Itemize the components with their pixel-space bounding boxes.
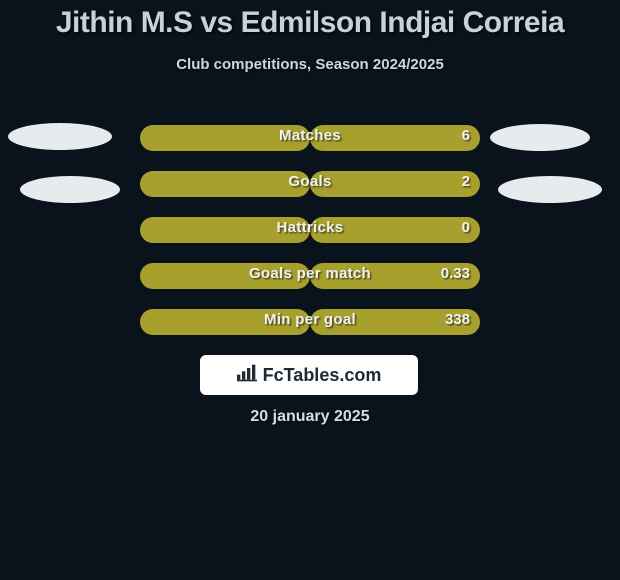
avatar-placeholder (498, 176, 602, 203)
badge-text: FcTables.com (263, 365, 382, 386)
stat-label: Min per goal (0, 311, 620, 328)
source-badge[interactable]: FcTables.com (200, 355, 418, 395)
stat-row: Hattricks0 (0, 207, 620, 253)
avatar-placeholder (8, 123, 112, 150)
stat-value-right: 338 (445, 311, 470, 328)
page-title: Jithin M.S vs Edmilson Indjai Correia (0, 0, 620, 40)
stat-row: Goals per match0.33 (0, 253, 620, 299)
stat-value-right: 0.33 (441, 265, 470, 282)
subtitle: Club competitions, Season 2024/2025 (0, 56, 620, 73)
stat-value-right: 0 (462, 219, 470, 236)
stat-value-right: 2 (462, 173, 470, 190)
date-text: 20 january 2025 (0, 408, 620, 426)
avatar-placeholder (20, 176, 120, 203)
stat-label: Hattricks (0, 219, 620, 236)
stat-value-right: 6 (462, 127, 470, 144)
stat-row: Min per goal338 (0, 299, 620, 345)
chart-icon (237, 364, 257, 387)
stat-label: Goals per match (0, 265, 620, 282)
avatar-placeholder (490, 124, 590, 151)
